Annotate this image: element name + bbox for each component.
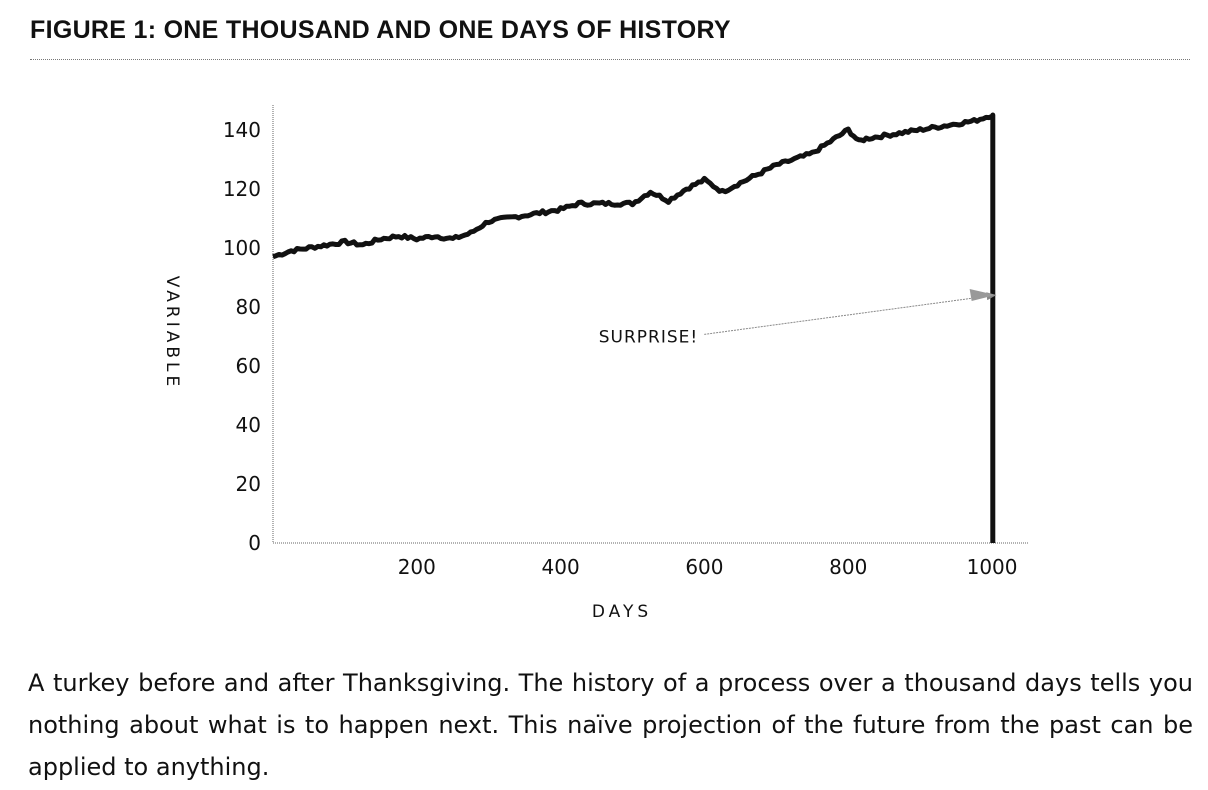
x-tick-label: 600 (685, 555, 723, 579)
line-chart: 0 20 40 60 80 100 120 140 200 400 600 800 1000 SURP… (162, 105, 1028, 622)
x-tick-labels: 200 400 600 800 1000 (398, 555, 1018, 579)
annotation-arrowhead (969, 289, 996, 302)
y-tick-label: 80 (236, 295, 261, 319)
series-line (272, 112, 996, 543)
y-tick-label: 0 (248, 531, 261, 555)
x-tick-label: 1000 (967, 555, 1018, 579)
figure-title: FIGURE 1: ONE THOUSAND AND ONE DAYS OF H… (30, 16, 731, 44)
y-tick-label: 20 (236, 472, 261, 496)
title-rule (30, 59, 1190, 60)
y-axis-title: VARIABLE (162, 276, 182, 391)
figure-caption: A turkey before and after Thanksgiving. … (28, 669, 1193, 781)
x-axis-title: DAYS (592, 602, 652, 622)
annotation-label: SURPRISE! (599, 327, 698, 347)
axes (272, 105, 1028, 544)
y-tick-label: 140 (223, 118, 261, 142)
x-tick-label: 400 (542, 555, 580, 579)
annotations: SURPRISE! (599, 289, 997, 347)
y-tick-label: 120 (223, 177, 261, 201)
annotation-arrow (704, 292, 997, 335)
y-tick-labels: 0 20 40 60 80 100 120 140 (223, 118, 261, 555)
y-tick-label: 60 (236, 354, 261, 378)
y-tick-label: 40 (236, 413, 261, 437)
x-tick-label: 200 (398, 555, 436, 579)
y-tick-label: 100 (223, 236, 261, 260)
x-tick-label: 800 (829, 555, 867, 579)
